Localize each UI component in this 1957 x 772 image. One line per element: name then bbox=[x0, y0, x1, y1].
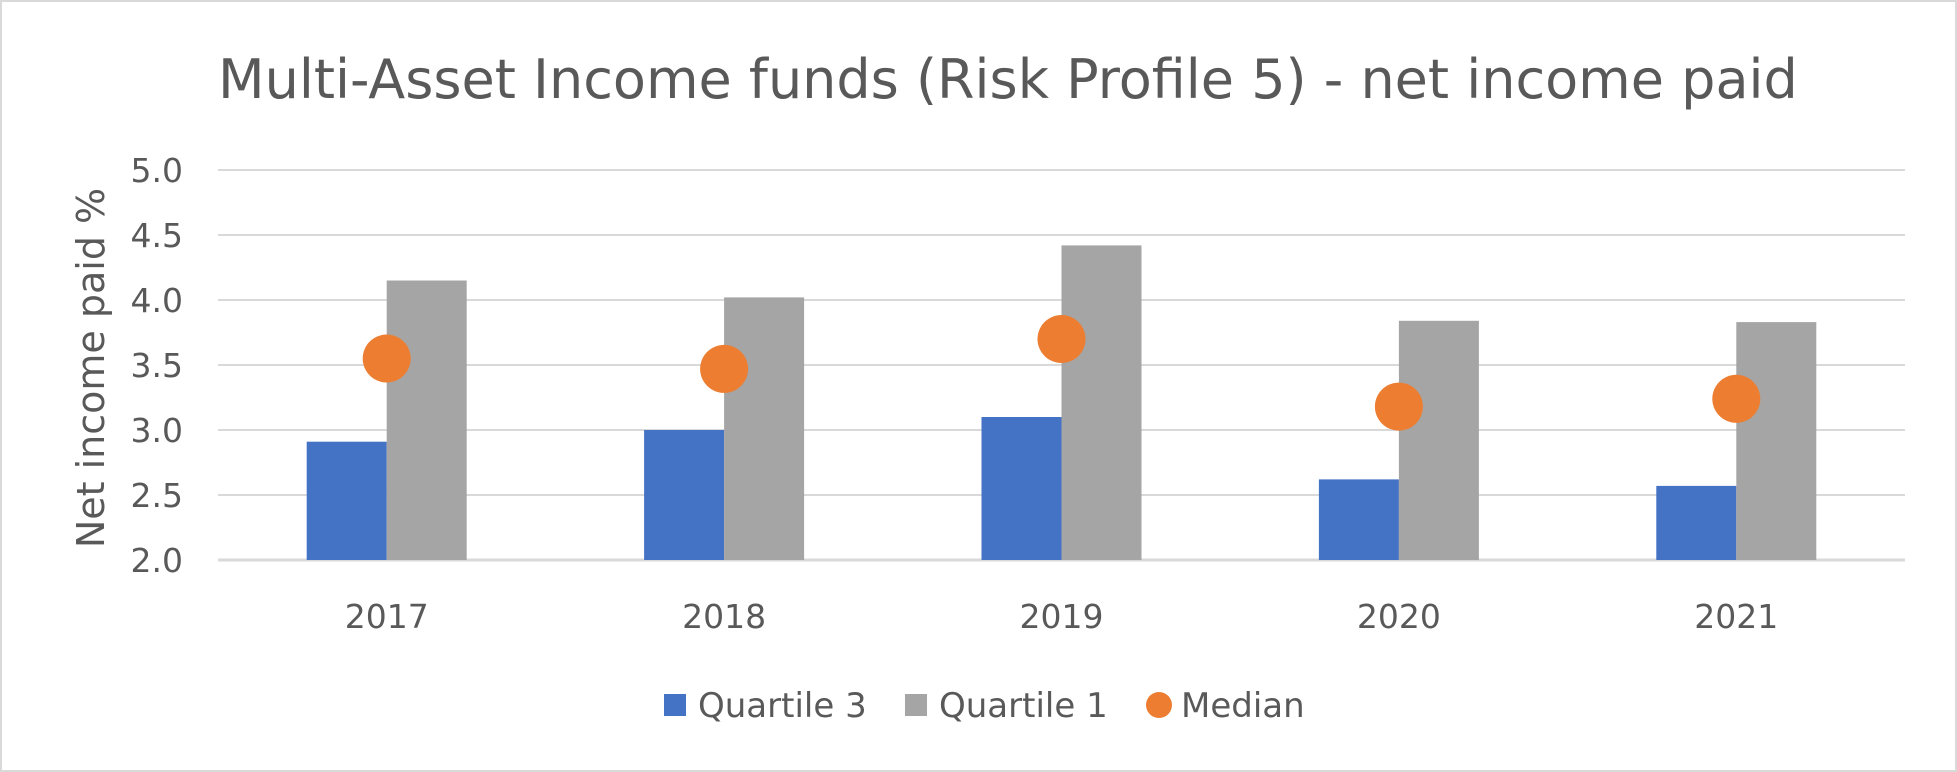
legend-label-quartile-3: Quartile 3 bbox=[698, 686, 867, 726]
bar-quartile-1-2020 bbox=[1398, 320, 1479, 560]
legend-swatch-quartile-1 bbox=[905, 694, 927, 716]
x-tick-label: 2019 bbox=[1020, 597, 1104, 636]
y-axis-ticks: 2.0 2.5 3.0 3.5 4.0 4.5 5.0 bbox=[131, 151, 183, 580]
x-axis-ticks: 2017 2018 2019 2020 2021 bbox=[345, 597, 1779, 636]
bar-quartile-1-2021 bbox=[1736, 322, 1817, 560]
x-tick-label: 2020 bbox=[1357, 597, 1441, 636]
bar-quartile-3-2021 bbox=[1656, 485, 1737, 560]
bar-quartile-3-2020 bbox=[1318, 479, 1399, 560]
bars bbox=[306, 245, 1817, 560]
y-tick-label: 2.5 bbox=[131, 476, 183, 515]
legend: Quartile 3 Quartile 1 Median bbox=[664, 686, 1305, 726]
y-tick-label: 3.0 bbox=[131, 411, 183, 450]
bar-quartile-1-2017 bbox=[386, 280, 467, 560]
bar-quartile-1-2019 bbox=[1061, 245, 1142, 560]
median-markers bbox=[362, 315, 1761, 431]
legend-label-median: Median bbox=[1181, 686, 1305, 726]
x-tick-label: 2018 bbox=[682, 597, 766, 636]
median-marker-2020 bbox=[1374, 382, 1423, 431]
median-marker-2017 bbox=[362, 334, 411, 383]
x-tick-label: 2017 bbox=[345, 597, 429, 636]
bar-quartile-3-2017 bbox=[306, 441, 387, 560]
median-marker-2018 bbox=[700, 344, 749, 393]
y-tick-label: 4.0 bbox=[131, 281, 183, 320]
y-tick-label: 5.0 bbox=[131, 151, 183, 190]
y-tick-label: 2.0 bbox=[131, 541, 183, 580]
y-axis-label: Net income paid % bbox=[69, 188, 113, 548]
legend-swatch-quartile-3 bbox=[664, 694, 686, 716]
legend-label-quartile-1: Quartile 1 bbox=[939, 686, 1108, 726]
x-tick-label: 2021 bbox=[1694, 597, 1778, 636]
y-tick-label: 3.5 bbox=[131, 346, 183, 385]
bar-quartile-1-2018 bbox=[724, 297, 805, 560]
legend-swatch-median bbox=[1146, 692, 1172, 718]
chart-title: Multi-Asset Income funds (Risk Profile 5… bbox=[218, 48, 1798, 111]
median-marker-2019 bbox=[1037, 315, 1086, 363]
bar-quartile-3-2018 bbox=[644, 430, 725, 560]
median-marker-2021 bbox=[1712, 374, 1761, 423]
y-tick-label: 4.5 bbox=[131, 216, 183, 255]
bar-quartile-3-2019 bbox=[981, 417, 1062, 560]
